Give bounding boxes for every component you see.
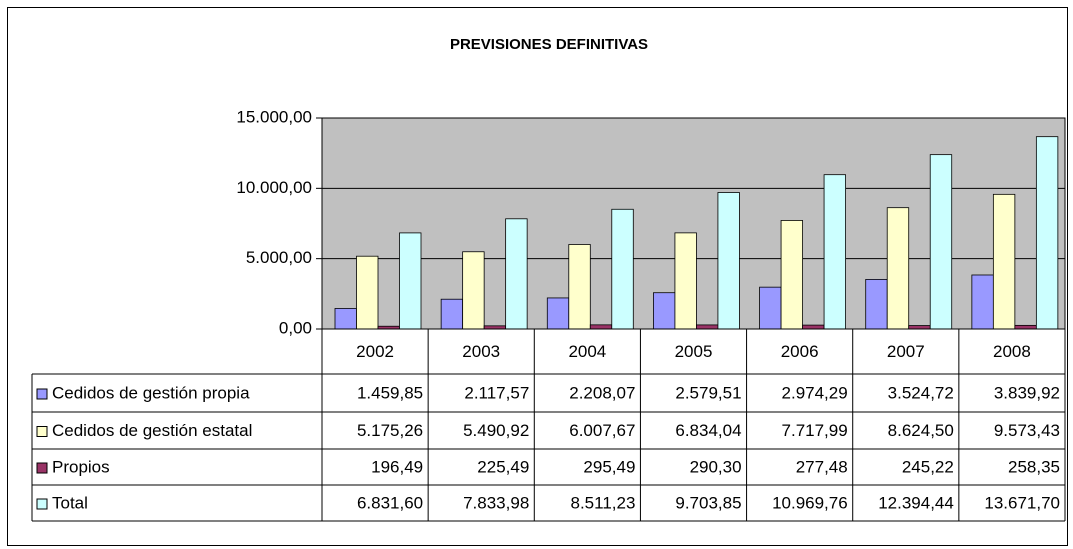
y-tick-label: 5.000,00 [246, 248, 312, 267]
table-value: 12.394,44 [878, 493, 954, 512]
bar [440, 298, 464, 330]
bar [674, 232, 697, 330]
table-value: 7.717,99 [782, 421, 848, 440]
table-value: 5.490,92 [463, 421, 529, 440]
bar [356, 255, 379, 330]
bar [780, 220, 803, 330]
table-value: 8.624,50 [888, 421, 954, 440]
table-value: 10.969,76 [772, 493, 848, 512]
x-tick-label: 2002 [356, 342, 394, 361]
bar [546, 297, 570, 330]
bar [696, 324, 719, 330]
table-value: 2.579,51 [675, 383, 741, 402]
table-value: 258,35 [1008, 457, 1060, 476]
legend-label: Propios [52, 457, 110, 476]
table-value: 2.208,07 [569, 383, 635, 402]
x-tick-label: 2004 [568, 342, 606, 361]
legend-label: Total [52, 493, 88, 512]
bar [992, 193, 1016, 330]
table-value: 6.831,60 [357, 493, 423, 512]
bar [334, 308, 357, 330]
table-value: 245,22 [902, 457, 954, 476]
bar [929, 154, 953, 330]
bar [759, 286, 782, 330]
table-value: 6.007,67 [569, 421, 635, 440]
legend-label: Cedidos de gestión propia [52, 383, 250, 402]
y-tick-label: 10.000,00 [236, 178, 312, 197]
table-value: 196,49 [371, 457, 423, 476]
table-value: 6.834,04 [675, 421, 741, 440]
x-tick-label: 2003 [462, 342, 500, 361]
table-value: 5.175,26 [357, 421, 423, 440]
bar [865, 279, 888, 330]
x-tick-label: 2006 [781, 342, 819, 361]
y-tick-label: 0,00 [279, 318, 312, 337]
table-value: 7.833,98 [463, 493, 529, 512]
table-value: 2.974,29 [782, 383, 848, 402]
table-value: 277,48 [796, 457, 848, 476]
bar [717, 192, 740, 330]
bar [399, 232, 422, 330]
table-value: 9.703,85 [675, 493, 741, 512]
table-value: 2.117,57 [464, 383, 529, 402]
x-tick-label: 2005 [675, 342, 713, 361]
table-value: 290,30 [690, 457, 742, 476]
bar [505, 218, 528, 330]
bar [802, 324, 825, 330]
x-tick-label: 2008 [993, 342, 1031, 361]
table-value: 8.511,23 [571, 493, 636, 512]
bar [611, 208, 634, 330]
bar [1035, 136, 1059, 330]
table-value: 3.524,72 [888, 383, 954, 402]
table-value: 3.839,92 [994, 383, 1060, 402]
bar [971, 274, 994, 330]
bar [823, 174, 846, 330]
bar [568, 244, 591, 330]
chart-title: PREVISIONES DEFINITIVAS [450, 36, 648, 53]
table-value: 225,49 [477, 457, 529, 476]
legend-key [36, 498, 48, 510]
bar [1014, 324, 1037, 330]
table-value: 13.671,70 [984, 493, 1060, 512]
legend-key [36, 462, 48, 474]
table-value: 1.459,85 [357, 383, 423, 402]
bar [653, 292, 676, 330]
legend-label: Cedidos de gestión estatal [52, 421, 252, 440]
table-value: 295,49 [583, 457, 635, 476]
legend-key [36, 426, 48, 437]
y-tick-label: 15.000,00 [236, 107, 312, 126]
table-value: 9.573,43 [994, 421, 1060, 440]
legend-key [36, 388, 48, 400]
x-tick-label: 2007 [887, 342, 925, 361]
bar [908, 325, 931, 330]
bar [886, 207, 910, 330]
bar [462, 251, 485, 330]
bar [589, 324, 613, 330]
